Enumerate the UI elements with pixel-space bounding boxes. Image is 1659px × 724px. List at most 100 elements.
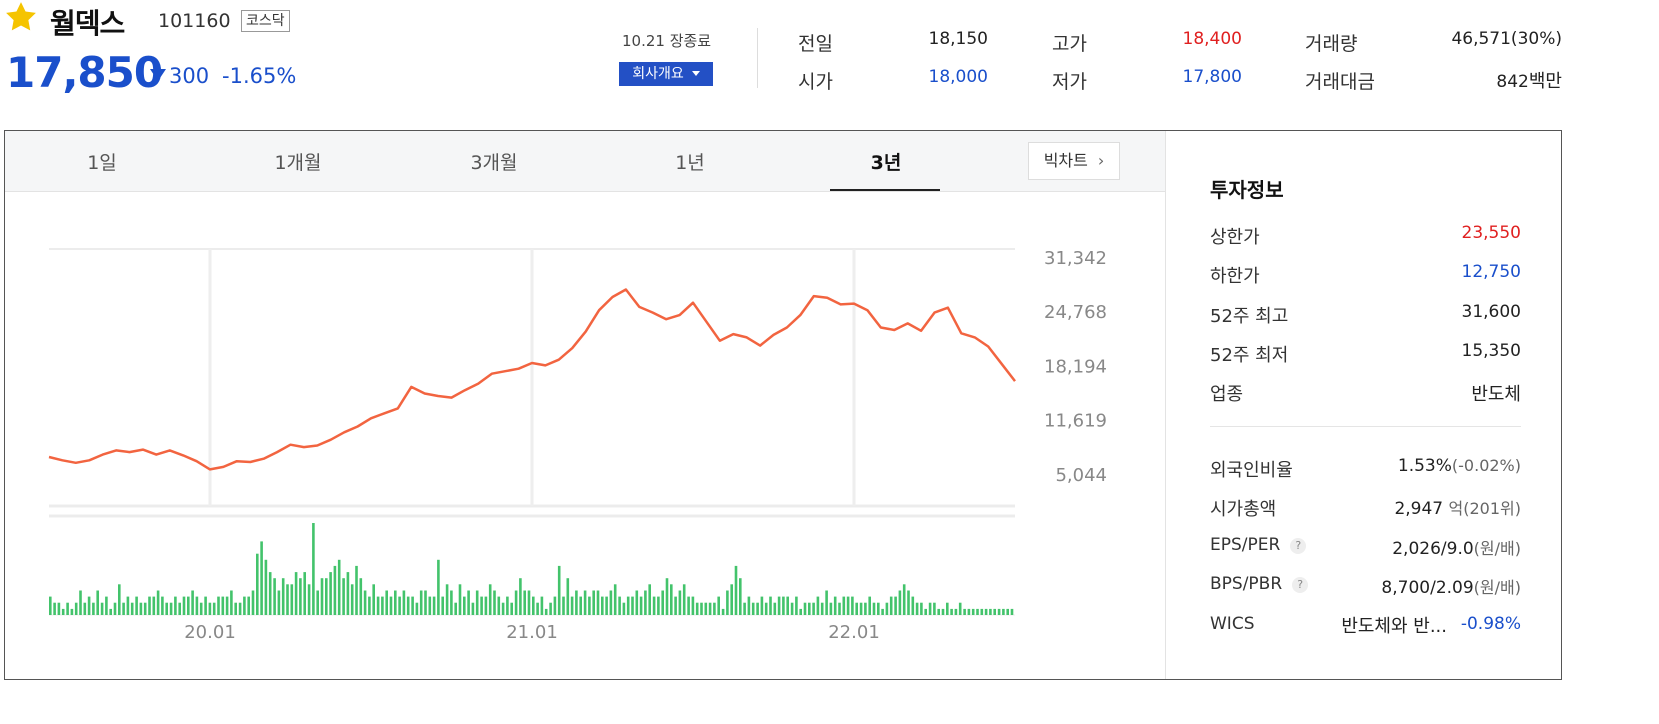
company-overview-button[interactable]: 회사개요 — [619, 62, 713, 86]
volume-bar — [191, 590, 194, 615]
volume-bar — [730, 584, 733, 615]
volume-bar — [66, 602, 69, 615]
volume-bar — [294, 572, 298, 615]
volume-bar — [864, 602, 867, 615]
volume-bar — [532, 596, 535, 615]
volume-bar — [898, 590, 902, 615]
volume-bar — [208, 602, 212, 615]
52w-low-value: 15,350 — [1461, 341, 1521, 361]
volume-bar — [411, 596, 414, 615]
tab-1m[interactable]: 1개월 — [218, 148, 378, 175]
volume-bar — [501, 602, 505, 615]
volume-bar — [881, 608, 884, 615]
volume-bar — [769, 596, 772, 615]
volume-bar — [717, 596, 720, 615]
volume-bar — [519, 578, 522, 615]
tab-1d[interactable]: 1일 — [22, 148, 182, 175]
volume-bar — [751, 602, 755, 615]
volume-bar — [135, 596, 138, 615]
volume-bar — [954, 608, 958, 615]
volume-bar — [734, 565, 738, 615]
volume-bar — [790, 602, 794, 615]
volume-bar — [997, 608, 1001, 615]
volume-bar — [247, 596, 250, 615]
divider — [757, 28, 758, 88]
volume-bar — [773, 602, 777, 615]
volume-bar — [406, 596, 410, 615]
volume-bar — [713, 602, 716, 615]
tab-3m[interactable]: 3개월 — [414, 148, 574, 175]
volume-bar — [70, 608, 74, 615]
volume-bar — [268, 572, 272, 615]
volume-bar — [536, 602, 539, 615]
volume-bar — [592, 590, 595, 615]
help-icon[interactable]: ? — [1292, 577, 1309, 593]
volume-bar — [588, 596, 591, 615]
volume-bar — [187, 596, 190, 615]
tab-1y[interactable]: 1년 — [610, 148, 770, 175]
volume-bar — [105, 596, 108, 615]
volume-bar — [363, 590, 367, 615]
volume-bar — [432, 596, 436, 615]
volume-bar — [92, 602, 95, 615]
volume-bar — [337, 559, 341, 615]
tab-3y[interactable]: 3년 — [806, 148, 966, 175]
wics-sector-link[interactable]: 반도체와 반... — [1341, 616, 1447, 637]
current-price: 17,850 — [6, 48, 163, 97]
price-change-percent: -1.65% — [222, 64, 297, 88]
volume-bar — [510, 602, 513, 615]
favorite-star-icon[interactable] — [4, 0, 38, 34]
market-cap-label: 시가총액 — [1210, 499, 1277, 520]
volume-bar — [333, 565, 337, 615]
volume-bar — [497, 596, 501, 615]
volume-bar — [808, 602, 811, 615]
help-icon[interactable]: ? — [1290, 538, 1307, 554]
y-tick-label: 5,044 — [1055, 465, 1107, 486]
volume-bar — [394, 590, 397, 615]
volume-bar — [251, 590, 255, 615]
volume-bar — [109, 608, 112, 615]
prev-close-value: 18,150 — [928, 29, 988, 49]
big-chart-button[interactable]: 빅차트 › — [1028, 142, 1120, 180]
y-tick-label: 31,342 — [1044, 248, 1107, 269]
period-tab-bar — [5, 131, 1165, 192]
volume-bar — [286, 584, 289, 615]
volume-bar — [889, 596, 893, 615]
volume-bar — [463, 596, 466, 615]
volume-bar — [635, 590, 639, 615]
volume-bar — [596, 590, 600, 615]
divider — [1210, 426, 1521, 427]
volume-bar — [178, 602, 181, 615]
volume-bar — [156, 590, 160, 615]
price-chart[interactable]: 20.01 21.01 22.01 31,342 24,768 18,194 11,619 5… — [5, 192, 1165, 679]
volume-bar — [161, 596, 164, 615]
volume-bar — [820, 602, 824, 615]
volume-bar — [359, 578, 363, 615]
volume-bar — [803, 602, 807, 615]
volume-bar — [212, 602, 216, 615]
high-value: 18,400 — [1182, 29, 1242, 49]
volume-bar — [225, 596, 229, 615]
52w-high-label: 52주 최고 — [1210, 306, 1289, 327]
volume-bar — [795, 596, 798, 615]
volume-bar — [980, 608, 984, 615]
volume-bar — [277, 590, 281, 615]
volume-bar — [631, 596, 634, 615]
volume-bar — [644, 590, 647, 615]
volume-bar — [777, 596, 781, 615]
market-cap-value: 2,947 억(201위) — [1394, 499, 1521, 519]
volume-bar — [320, 578, 324, 615]
volume-bar — [243, 596, 246, 615]
volume-bar — [389, 596, 393, 615]
volume-bar — [691, 596, 695, 615]
volume-bar — [885, 602, 889, 615]
volume-bar — [61, 608, 65, 615]
trade-amount-value: 842백만 — [1496, 71, 1562, 92]
volume-bar — [682, 584, 686, 615]
volume-bar — [946, 602, 949, 615]
volume-bar — [984, 608, 988, 615]
volume-bar — [480, 596, 483, 615]
volume-bar — [139, 602, 143, 615]
volume-bar — [471, 602, 475, 615]
volume-bar — [87, 596, 91, 615]
